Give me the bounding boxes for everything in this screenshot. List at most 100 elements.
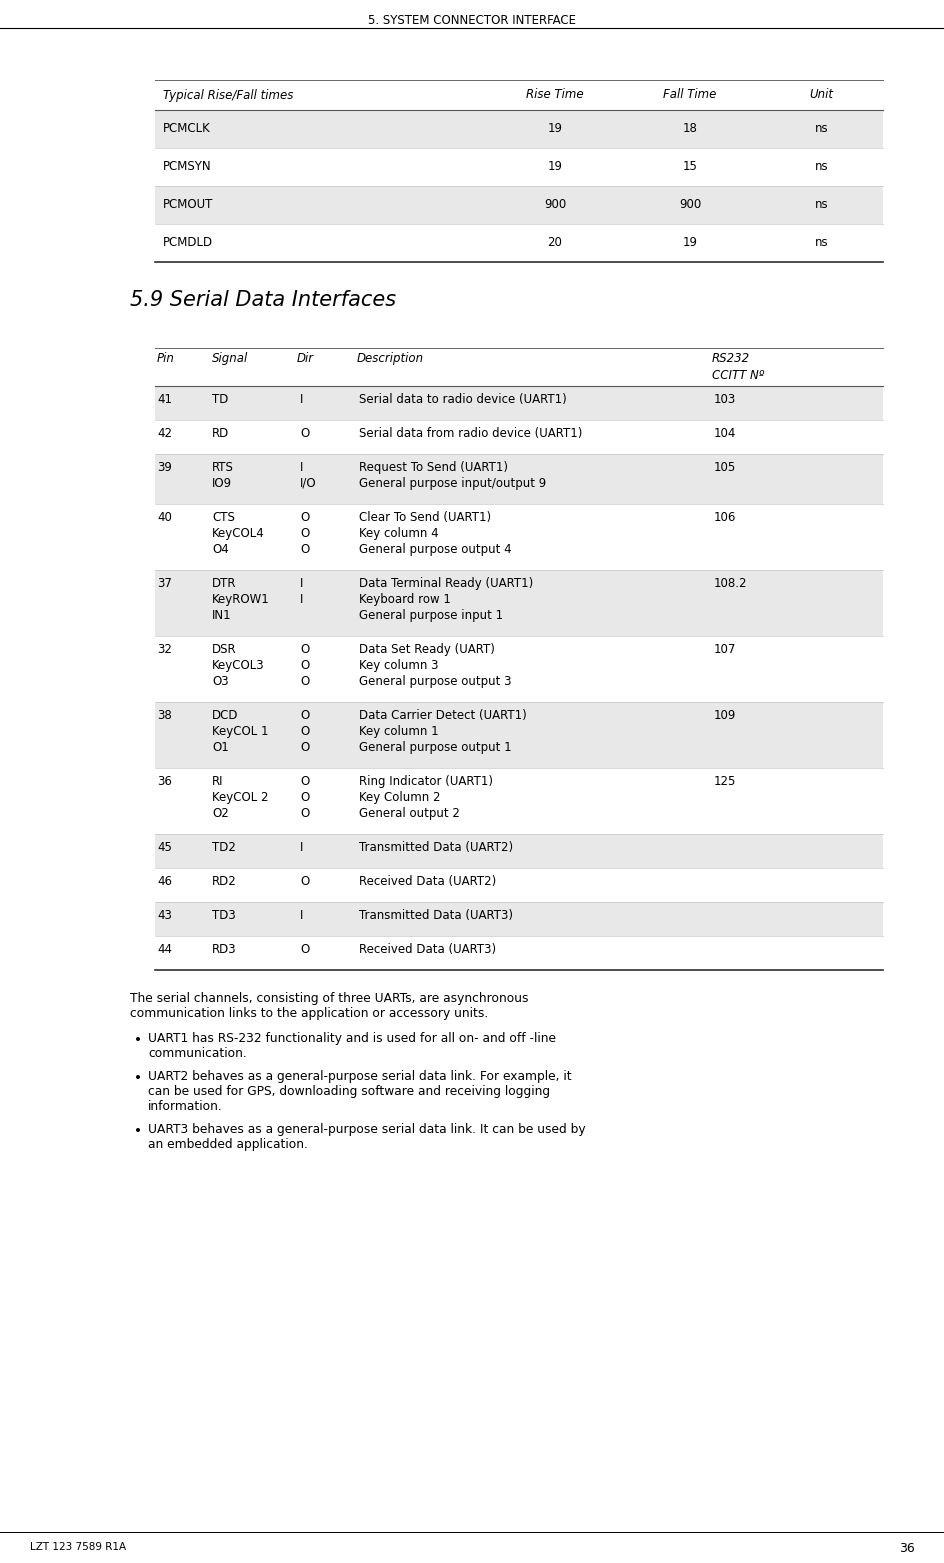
Text: O: O — [299, 642, 309, 656]
Text: Serial data to radio device (UART1): Serial data to radio device (UART1) — [359, 392, 566, 406]
Text: O: O — [299, 511, 309, 524]
Text: 32: 32 — [157, 642, 172, 656]
Text: Pin: Pin — [157, 352, 175, 366]
Bar — [155, 420, 882, 453]
Text: communication links to the application or accessory units.: communication links to the application o… — [130, 1007, 488, 1021]
Bar — [155, 570, 882, 636]
Text: 37: 37 — [157, 577, 172, 589]
Text: 103: 103 — [714, 392, 735, 406]
Text: Fall Time: Fall Time — [663, 89, 716, 102]
Text: General purpose output 3: General purpose output 3 — [359, 675, 511, 688]
Text: General output 2: General output 2 — [359, 807, 460, 821]
Text: communication.: communication. — [148, 1047, 246, 1060]
Text: PCMDLD: PCMDLD — [162, 236, 213, 250]
Text: •: • — [134, 1071, 142, 1085]
Bar — [155, 503, 882, 570]
Bar — [155, 453, 882, 503]
Bar — [155, 636, 882, 702]
Text: RTS: RTS — [211, 461, 233, 474]
Bar — [155, 902, 882, 936]
Text: Serial data from radio device (UART1): Serial data from radio device (UART1) — [359, 427, 582, 441]
Text: O: O — [299, 660, 309, 672]
Text: PCMSYN: PCMSYN — [162, 161, 211, 173]
Text: PCMOUT: PCMOUT — [162, 199, 213, 211]
Text: 46: 46 — [157, 875, 172, 888]
Text: Key Column 2: Key Column 2 — [359, 791, 440, 803]
Text: O: O — [299, 775, 309, 788]
Text: 900: 900 — [544, 199, 565, 211]
Text: Rise Time: Rise Time — [526, 89, 583, 102]
Text: 107: 107 — [714, 642, 735, 656]
Text: I: I — [299, 910, 303, 922]
Text: O: O — [299, 710, 309, 722]
Text: The serial channels, consisting of three UARTs, are asynchronous: The serial channels, consisting of three… — [130, 993, 528, 1005]
Text: I/O: I/O — [299, 477, 316, 489]
Text: O: O — [299, 942, 309, 957]
Text: Data Set Ready (UART): Data Set Ready (UART) — [359, 642, 495, 656]
Text: 18: 18 — [682, 122, 697, 136]
Text: IO9: IO9 — [211, 477, 232, 489]
Text: I: I — [299, 577, 303, 589]
Text: RD3: RD3 — [211, 942, 236, 957]
Text: 43: 43 — [157, 910, 172, 922]
Text: Clear To Send (UART1): Clear To Send (UART1) — [359, 511, 491, 524]
Text: Key column 4: Key column 4 — [359, 527, 438, 539]
Bar — [155, 186, 882, 224]
Text: Request To Send (UART1): Request To Send (UART1) — [359, 461, 508, 474]
Text: 125: 125 — [714, 775, 735, 788]
Text: 106: 106 — [714, 511, 735, 524]
Text: O3: O3 — [211, 675, 228, 688]
Text: 108.2: 108.2 — [714, 577, 747, 589]
Text: ns: ns — [814, 161, 828, 173]
Bar — [155, 936, 882, 971]
Text: KeyCOL 1: KeyCOL 1 — [211, 725, 268, 738]
Bar — [155, 109, 882, 148]
Text: 20: 20 — [547, 236, 562, 250]
Text: DSR: DSR — [211, 642, 236, 656]
Text: Unit: Unit — [809, 89, 833, 102]
Text: KeyCOL4: KeyCOL4 — [211, 527, 264, 539]
Text: LZT 123 7589 R1A: LZT 123 7589 R1A — [30, 1543, 126, 1552]
Text: O: O — [299, 527, 309, 539]
Text: •: • — [134, 1124, 142, 1138]
Text: Key column 3: Key column 3 — [359, 660, 438, 672]
Bar — [155, 702, 882, 767]
Text: 40: 40 — [157, 511, 172, 524]
Text: RS232
CCITT Nº: RS232 CCITT Nº — [711, 352, 764, 381]
Text: TD2: TD2 — [211, 841, 236, 853]
Text: Description: Description — [357, 352, 424, 366]
Text: I: I — [299, 841, 303, 853]
Text: TD3: TD3 — [211, 910, 235, 922]
Text: TD: TD — [211, 392, 228, 406]
Text: Keyboard row 1: Keyboard row 1 — [359, 592, 450, 606]
Text: UART3 behaves as a general-purpose serial data link. It can be used by: UART3 behaves as a general-purpose seria… — [148, 1122, 585, 1136]
Bar — [155, 224, 882, 263]
Text: 19: 19 — [547, 161, 562, 173]
Text: CTS: CTS — [211, 511, 235, 524]
Text: RI: RI — [211, 775, 224, 788]
Text: O: O — [299, 791, 309, 803]
Text: KeyROW1: KeyROW1 — [211, 592, 269, 606]
Text: 36: 36 — [899, 1543, 914, 1555]
Text: O4: O4 — [211, 542, 228, 556]
Text: 5. SYSTEM CONNECTOR INTERFACE: 5. SYSTEM CONNECTOR INTERFACE — [368, 14, 576, 27]
Text: RD2: RD2 — [211, 875, 237, 888]
Text: Typical Rise/Fall times: Typical Rise/Fall times — [162, 89, 293, 102]
Text: I: I — [299, 461, 303, 474]
Bar — [155, 767, 882, 835]
Text: General purpose output 1: General purpose output 1 — [359, 741, 511, 753]
Text: 42: 42 — [157, 427, 172, 441]
Text: 38: 38 — [157, 710, 172, 722]
Text: I: I — [299, 592, 303, 606]
Text: O2: O2 — [211, 807, 228, 821]
Text: 104: 104 — [714, 427, 735, 441]
Text: 19: 19 — [547, 122, 562, 136]
Text: Key column 1: Key column 1 — [359, 725, 438, 738]
Text: O: O — [299, 741, 309, 753]
Text: 109: 109 — [714, 710, 735, 722]
Text: General purpose input 1: General purpose input 1 — [359, 610, 502, 622]
Text: O: O — [299, 875, 309, 888]
Text: •: • — [134, 1033, 142, 1047]
Text: DCD: DCD — [211, 710, 238, 722]
Text: can be used for GPS, downloading software and receiving logging: can be used for GPS, downloading softwar… — [148, 1085, 549, 1097]
